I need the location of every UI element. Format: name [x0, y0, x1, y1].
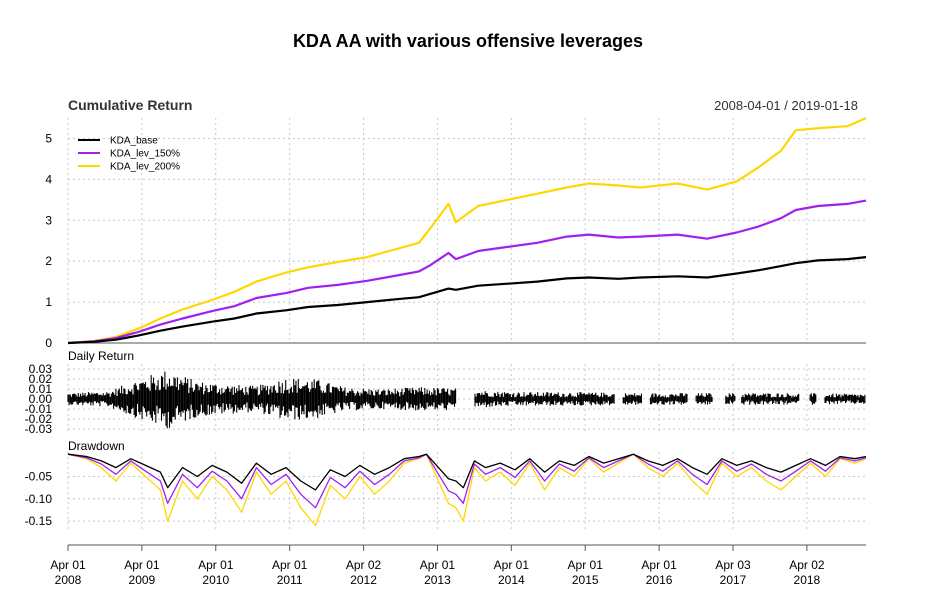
daily-y-tick-label-2: 0.01	[29, 382, 53, 396]
x-tick-label-1: Apr 01	[124, 558, 160, 572]
daily-y-tick-label-1: 0.02	[29, 372, 53, 386]
x-tick-year-9: 2017	[720, 573, 747, 587]
drawdown-grid	[67, 452, 866, 530]
x-tick-label-0: Apr 01	[50, 558, 86, 572]
cumulative-y-tick-label-0: 0	[45, 336, 52, 350]
x-tick-year-4: 2012	[350, 573, 377, 587]
x-tick-label-8: Apr 01	[641, 558, 677, 572]
x-tick-year-6: 2014	[498, 573, 525, 587]
daily-return-label: Daily Return	[68, 349, 134, 363]
x-tick-year-3: 2011	[277, 573, 303, 587]
legend-label-1: KDA_lev_150%	[110, 149, 180, 160]
drawdown-y-tick-label-2: -0.15	[25, 514, 53, 528]
cumulative-line-kda-lev-200-	[67, 116, 867, 345]
drawdown-y-ticks: -0.05 -0.10 -0.15	[25, 470, 53, 529]
x-tick-year-2: 2010	[202, 573, 229, 587]
x-tick-label-2: Apr 01	[198, 558, 234, 572]
legend: KDA_base KDA_lev_150% KDA_lev_200%	[78, 136, 180, 173]
cumulative-y-tick-label-2: 2	[45, 254, 52, 268]
x-tick-label-9: Apr 03	[715, 558, 751, 572]
cumulative-return-label: Cumulative Return	[68, 97, 192, 113]
cumulative-line-kda-lev-150-	[67, 199, 867, 345]
x-tick-label-7: Apr 01	[568, 558, 604, 572]
chart-title: KDA AA with various offensive leverages	[293, 31, 643, 51]
x-tick-year-7: 2015	[572, 573, 599, 587]
cumulative-y-ticks: 0 1 2 3 4 5	[45, 131, 52, 350]
daily-return-series-kda-base	[67, 371, 866, 429]
x-tick-label-3: Apr 01	[272, 558, 308, 572]
drawdown-panel: Drawdown -0.05 -0.10 -0.15	[25, 439, 867, 530]
cumulative-grid	[67, 118, 866, 344]
x-tick-label-5: Apr 01	[420, 558, 456, 572]
drawdown-series	[67, 453, 867, 527]
cumulative-return-panel: Cumulative Return 2008-04-01 / 2019-01-1…	[45, 97, 867, 350]
drawdown-line-kda-base	[67, 453, 867, 491]
x-tick-year-5: 2013	[424, 573, 451, 587]
drawdown-label: Drawdown	[68, 439, 125, 453]
cumulative-y-tick-label-5: 5	[45, 131, 52, 145]
drawdown-line-kda-lev-200-	[67, 453, 867, 527]
legend-label-0: KDA_base	[110, 136, 158, 147]
daily-y-ticks: 0.030.020.010.00-0.01-0.02-0.03	[25, 362, 53, 436]
x-tick-year-8: 2016	[646, 573, 673, 587]
x-tick-year-0: 2008	[55, 573, 82, 587]
drawdown-y-tick-label-0: -0.05	[25, 470, 53, 484]
daily-return-bars	[67, 371, 866, 429]
x-tick-year-1: 2009	[129, 573, 156, 587]
daily-y-tick-label-4: -0.01	[25, 402, 53, 416]
drawdown-y-tick-label-1: -0.10	[25, 492, 53, 506]
date-range-label: 2008-04-01 / 2019-01-18	[714, 98, 858, 113]
x-tick-label-4: Apr 02	[346, 558, 382, 572]
daily-y-tick-label-5: -0.02	[25, 412, 53, 426]
cumulative-y-tick-label-1: 1	[45, 295, 52, 309]
cumulative-series	[67, 116, 867, 345]
legend-label-2: KDA_lev_200%	[110, 162, 180, 173]
daily-y-tick-label-0: 0.03	[29, 362, 53, 376]
cumulative-line-kda-base	[67, 256, 867, 345]
daily-y-tick-label-6: -0.03	[25, 422, 53, 436]
daily-y-tick-label-3: 0.00	[29, 392, 53, 406]
x-tick-year-10: 2018	[794, 573, 821, 587]
drawdown-line-kda-lev-150-	[67, 453, 867, 509]
daily-return-panel: Daily Return 0.030.020.010.00-0.01-0.02-…	[25, 349, 866, 436]
cumulative-y-tick-label-4: 4	[45, 172, 52, 186]
cumulative-y-tick-label-3: 3	[45, 213, 52, 227]
x-tick-label-6: Apr 01	[494, 558, 530, 572]
x-tick-label-10: Apr 02	[789, 558, 825, 572]
